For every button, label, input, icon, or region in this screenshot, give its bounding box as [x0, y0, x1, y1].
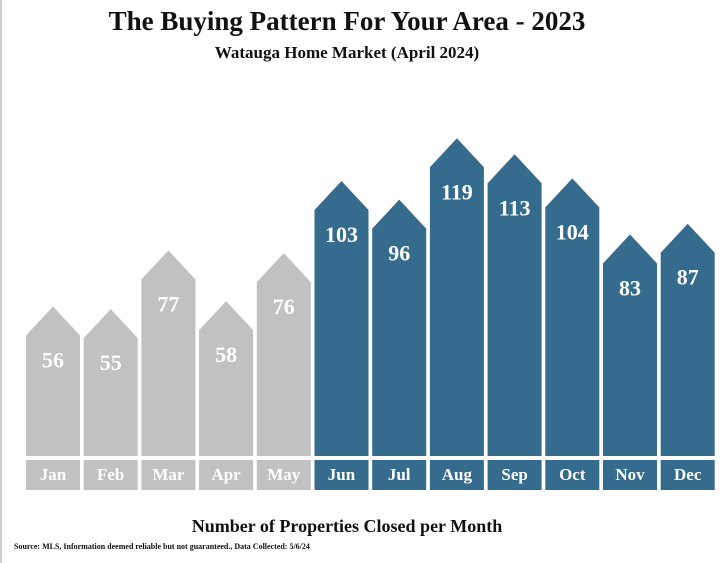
category-box-mar [141, 460, 196, 490]
tick-label-mar: Mar [152, 465, 185, 484]
tick-label-may: May [267, 465, 301, 484]
bar-apr [199, 301, 254, 456]
value-label-sep: 113 [499, 195, 531, 220]
value-label-jun: 103 [325, 222, 358, 247]
category-box-jan [26, 460, 80, 490]
tick-label-dec: Dec [674, 465, 702, 484]
category-box-sep [487, 460, 542, 490]
source-note: Source: MLS, Information deemed reliable… [14, 542, 310, 551]
tick-label-jan: Jan [40, 465, 67, 484]
value-label-aug: 119 [441, 179, 473, 204]
category-box-dec [660, 460, 715, 490]
value-label-apr: 58 [215, 342, 237, 367]
tick-label-oct: Oct [559, 465, 586, 484]
value-label-feb: 55 [100, 350, 122, 375]
value-label-jan: 56 [42, 347, 64, 372]
tick-label-nov: Nov [615, 465, 645, 484]
tick-label-apr: Apr [211, 465, 241, 484]
value-label-may: 76 [273, 294, 295, 319]
bar-jul [372, 199, 427, 456]
category-box-aug [429, 460, 484, 490]
x-axis-label: Number of Properties Closed per Month [191, 516, 503, 536]
value-label-dec: 87 [677, 265, 699, 290]
bar-sep [487, 154, 542, 457]
category-box-apr [199, 460, 254, 490]
tick-label-sep: Sep [501, 465, 527, 484]
chart-subtitle: Watauga Home Market (April 2024) [214, 43, 480, 62]
bar-may [256, 253, 311, 456]
tick-label-jul: Jul [388, 465, 411, 484]
bar-dec [660, 223, 715, 456]
tick-label-feb: Feb [97, 465, 124, 484]
chart-title: The Buying Pattern For Your Area - 2023 [108, 6, 586, 36]
value-label-jul: 96 [388, 241, 410, 266]
category-box-jun [314, 460, 369, 490]
tick-label-jun: Jun [328, 465, 356, 484]
bar-oct [545, 178, 600, 456]
value-label-nov: 83 [619, 275, 641, 300]
bar-mar [141, 250, 196, 456]
category-box-nov [603, 460, 657, 490]
bar-aug [429, 138, 484, 456]
value-label-oct: 104 [556, 219, 589, 244]
tick-label-aug: Aug [442, 465, 473, 484]
bar-nov [603, 234, 657, 456]
bar-jan [26, 306, 80, 456]
category-box-jul [372, 460, 427, 490]
bar-feb [83, 309, 138, 456]
category-box-may [256, 460, 311, 490]
value-label-mar: 77 [157, 291, 179, 316]
left-border [0, 0, 2, 563]
category-box-feb [83, 460, 138, 490]
bar-jun [314, 180, 369, 457]
category-box-oct [545, 460, 600, 490]
